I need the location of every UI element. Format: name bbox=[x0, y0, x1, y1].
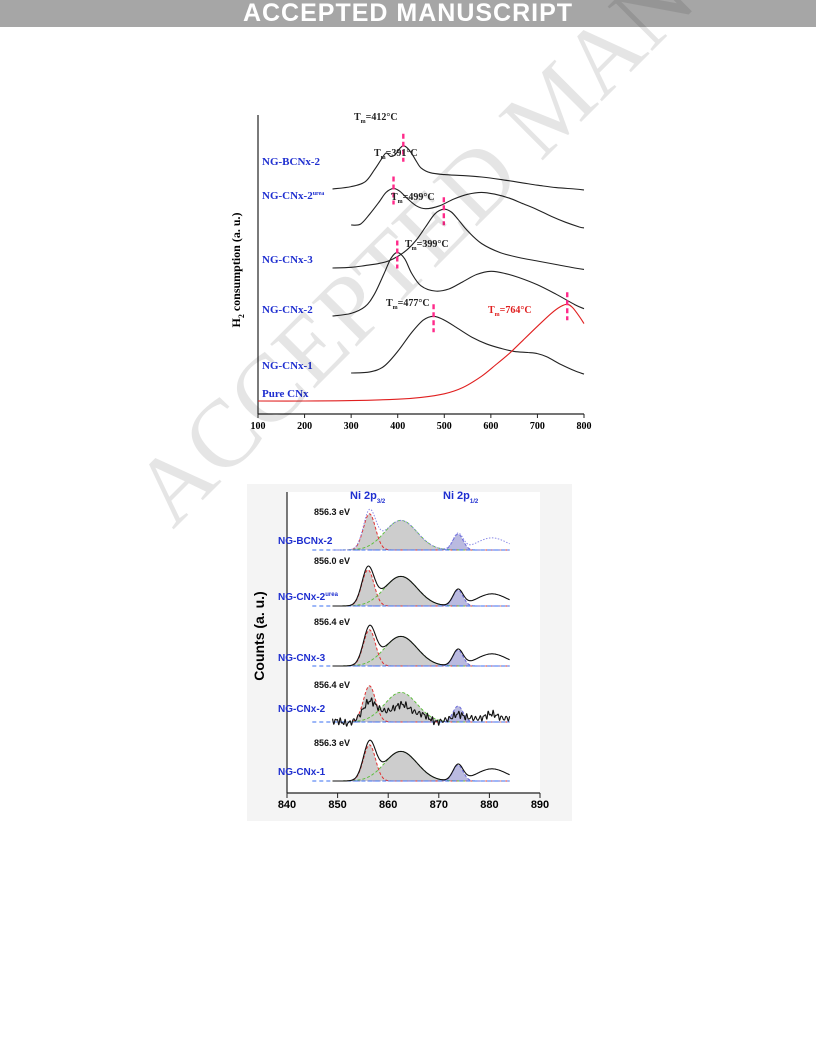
tpr-curve-series bbox=[332, 252, 585, 317]
tpr-sample-label: NG-CNx-1 bbox=[262, 360, 313, 372]
xps-binding-energy-label: 856.4 eV bbox=[314, 680, 350, 690]
xps-spectrum-curve bbox=[332, 565, 510, 607]
xps-region-label: Ni 2p1/2 bbox=[443, 490, 479, 505]
xps-fit-fill-2p12 bbox=[438, 650, 480, 666]
xps-x-tick-label: 870 bbox=[430, 799, 448, 811]
tpr-peak-label: Tm=399°C bbox=[405, 239, 449, 252]
xps-region-annotations: Ni 2p3/2 Ni 2p1/2 bbox=[350, 490, 479, 505]
xps-fit-fill-2p12 bbox=[438, 590, 480, 606]
tpr-axes bbox=[257, 115, 584, 415]
tpr-x-tick-label: 100 bbox=[251, 421, 266, 432]
tpr-peak-label: Tm=764°C bbox=[488, 305, 532, 318]
xps-fit-fill-2p12 bbox=[438, 765, 480, 781]
tpr-sample-label: Pure CNx bbox=[262, 388, 309, 400]
tpr-x-tick-label: 800 bbox=[577, 421, 592, 432]
xps-x-ticks: 840 850 860 870 880 890 bbox=[278, 793, 549, 811]
tpr-x-tick-label: 300 bbox=[344, 421, 359, 432]
xps-spectrum-curve bbox=[332, 508, 510, 551]
xps-spectrum-panel: 856.4 eV NG-CNx-2 bbox=[278, 680, 511, 727]
accepted-manuscript-banner: ACCEPTED MANUSCRIPT bbox=[0, 0, 816, 27]
tpr-sample-label: NG-CNx-3 bbox=[262, 254, 313, 266]
xps-sample-label: NG-CNx-2 bbox=[278, 704, 326, 715]
xps-fit-fill bbox=[332, 685, 510, 722]
tpr-x-tick-label: 400 bbox=[390, 421, 405, 432]
tpr-sample-label: NG-CNx-2 bbox=[262, 304, 313, 316]
xps-x-tick-label: 880 bbox=[480, 799, 498, 811]
tpr-peak-label: Tm=412°C bbox=[354, 112, 398, 125]
xps-fit-fill bbox=[332, 513, 510, 550]
tpr-y-axis-label: H2 consumption (a. u.) bbox=[229, 212, 246, 327]
xps-spectrum-panel: 856.3 eV NG-BCNx-2 bbox=[278, 507, 510, 551]
xps-x-tick-label: 850 bbox=[328, 799, 346, 811]
tpr-x-tick-label: 600 bbox=[483, 421, 498, 432]
xps-spectrum-panel: 856.0 eV NG-CNx-2urea bbox=[278, 556, 510, 607]
tpr-curve-series bbox=[332, 145, 585, 191]
xps-x-tick-label: 890 bbox=[531, 799, 549, 811]
xps-y-axis-label: Counts (a. u.) bbox=[251, 591, 267, 680]
xps-spectrum-curve bbox=[331, 697, 511, 727]
xps-binding-energy-label: 856.0 eV bbox=[314, 556, 350, 566]
tpr-x-ticks: 100 200 300 400 500 600 700 800 bbox=[251, 414, 592, 432]
xps-sample-label: NG-BCNx-2 bbox=[278, 536, 333, 547]
xps-fit-fill bbox=[332, 569, 510, 606]
xps-spectrum-panel: 856.3 eV NG-CNx-1 bbox=[278, 738, 510, 782]
tpr-sample-labels: NG-BCNx-2 NG-CNx-2urea NG-CNx-3 NG-CNx-2 NG-… bbox=[262, 156, 324, 400]
tpr-x-tick-label: 200 bbox=[297, 421, 312, 432]
xps-sample-label: NG-CNx-1 bbox=[278, 767, 326, 778]
xps-fit-fill bbox=[332, 744, 510, 781]
xps-x-tick-label: 860 bbox=[379, 799, 397, 811]
tpr-peak-annotations: Tm=412°C Tm=391°C Tm=499°C Tm=399°C Tm=477°C… bbox=[354, 112, 569, 333]
xps-fit-fill-2p12 bbox=[438, 534, 480, 550]
xps-axes bbox=[286, 492, 540, 794]
xps-binding-energy-label: 856.3 eV bbox=[314, 738, 350, 748]
tpr-peak-label: Tm=391°C bbox=[374, 148, 418, 161]
tpr-curve-series bbox=[351, 315, 585, 375]
xps-sample-label: NG-CNx-3 bbox=[278, 653, 326, 664]
xps-spectrum-panel: 856.4 eV NG-CNx-3 bbox=[278, 617, 510, 667]
xps-sample-label: NG-CNx-2urea bbox=[278, 592, 339, 603]
tpr-sample-label: NG-BCNx-2 bbox=[262, 156, 321, 168]
tpr-peak-label: Tm=477°C bbox=[386, 298, 430, 311]
xps-spectrum-curve bbox=[332, 739, 510, 782]
xps-binding-energy-label: 856.3 eV bbox=[314, 507, 350, 517]
xps-fit-component-satellite bbox=[332, 691, 510, 723]
tpr-peak-label: Tm=499°C bbox=[391, 192, 435, 205]
xps-x-tick-label: 840 bbox=[278, 799, 296, 811]
tpr-x-tick-label: 500 bbox=[437, 421, 452, 432]
tpr-curve-series bbox=[351, 188, 585, 229]
xps-spectrum-curve bbox=[332, 624, 510, 667]
tpr-x-tick-label: 700 bbox=[530, 421, 545, 432]
xps-region-label: Ni 2p3/2 bbox=[350, 490, 386, 505]
tpr-sample-label: NG-CNx-2urea bbox=[262, 190, 324, 202]
xps-binding-energy-label: 856.4 eV bbox=[314, 617, 350, 627]
xps-fit-fill bbox=[332, 629, 510, 666]
